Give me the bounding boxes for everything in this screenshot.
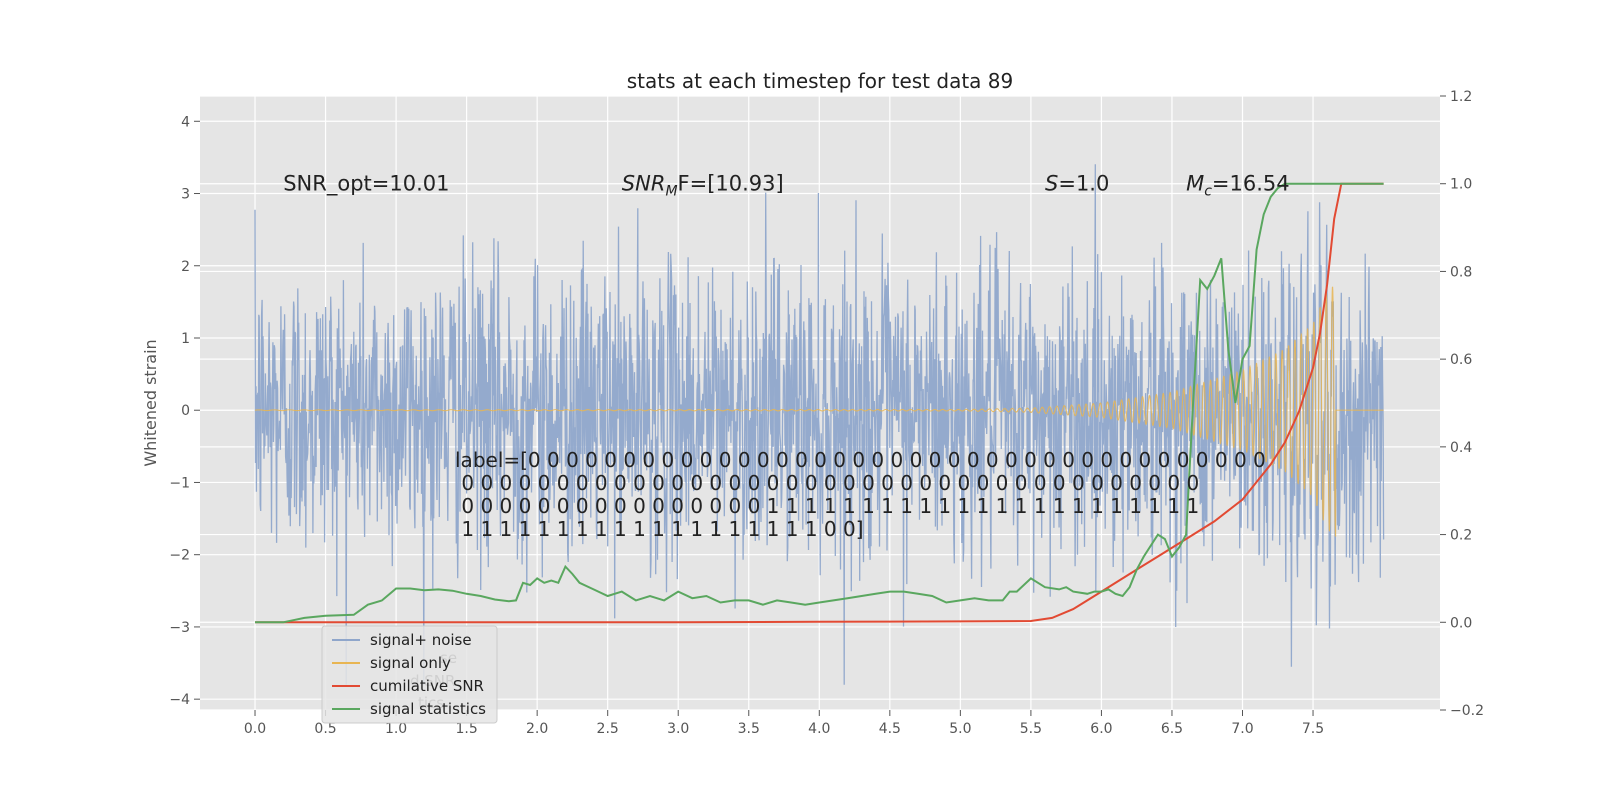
x-tick-label: 3.0: [667, 721, 689, 737]
x-axis: 0.0 0.5 1.0 1.5 2.0 2.5 3.0 3.5 4.0 4.5 5.0 5.5 6.0 6…: [244, 710, 1324, 737]
y2-tick-label: 0.6: [1450, 352, 1472, 368]
y2-tick-label: 0.2: [1450, 528, 1472, 544]
y2-tick-label: −0.2: [1450, 703, 1484, 719]
y-axis-label: Whitened strain: [141, 339, 160, 466]
x-tick-label: 0.0: [244, 721, 266, 737]
x-tick-label: 6.5: [1161, 721, 1183, 737]
series-signal-statistics: [255, 182, 1384, 624]
series-cumilative-snr: [255, 182, 1384, 624]
y-tick-label: 0: [181, 403, 190, 419]
y2-tick-label: 0.0: [1450, 615, 1472, 631]
y-tick-label: −1: [169, 475, 190, 491]
x-tick-label: 4.5: [879, 721, 901, 737]
legend-label: signal only: [370, 654, 451, 672]
label-line: 0 0 0 0 0 0 0 0 0 0 0 0 0 0 0 0 0 0 0 0 …: [455, 471, 1199, 495]
annotation-text: SNR_opt=10.01: [283, 172, 449, 197]
y-tick-label: −2: [169, 548, 190, 564]
x-tick-label: 0.5: [314, 721, 336, 737]
x-tick-label: 3.5: [738, 721, 760, 737]
legend-label: signal+ noise: [370, 631, 472, 649]
legend-ghost-text: se: [440, 649, 457, 667]
y-axis-left: −4 −3 −2 −1 0 1 2 3 4: [169, 114, 200, 708]
x-tick-label: 7.5: [1302, 721, 1324, 737]
x-tick-label: 2.5: [597, 721, 619, 737]
legend-ghost-text: tics: [418, 694, 444, 712]
y2-tick-label: 1.0: [1450, 177, 1472, 193]
label-line: 0 0 0 0 0 0 0 0 0 0 0 0 0 0 0 0 1 1 1 1 …: [455, 494, 1199, 518]
signal-only-line: [255, 286, 1384, 537]
y-axis-right: −0.2 0.0 0.2 0.4 0.6 0.8 1.0 1.2: [1440, 89, 1484, 719]
x-tick-label: 7.0: [1231, 721, 1253, 737]
y-tick-label: 4: [181, 114, 190, 130]
y-tick-label: −3: [169, 620, 190, 636]
y2-tick-label: 0.8: [1450, 264, 1472, 280]
y-tick-label: 2: [181, 259, 190, 275]
series-signal-only: [255, 286, 1384, 537]
y2-tick-label: 1.2: [1450, 89, 1472, 105]
signal-statistics-line: [255, 182, 1384, 624]
label-line: 1 1 1 1 1 1 1 1 1 1 1 1 1 1 1 1 1 1 1 0 …: [455, 517, 864, 541]
chart-title: stats at each timestep for test data 89: [627, 69, 1013, 93]
y-tick-label: 3: [181, 187, 190, 203]
x-tick-label: 5.0: [949, 721, 971, 737]
x-tick-label: 5.5: [1020, 721, 1042, 737]
cumilative-snr-line: [255, 182, 1384, 624]
x-tick-label: 1.5: [455, 721, 477, 737]
legend-box: [321, 625, 498, 724]
legend-label: cumilative SNR: [370, 677, 484, 695]
y-tick-label: −4: [169, 692, 190, 708]
annotation-text: Mc=16.54: [1186, 172, 1290, 200]
x-tick-label: 1.0: [385, 721, 407, 737]
annotations: SNR_opt=10.01 SNRMF=[10.93] S=1.0 Mc=16.54: [283, 172, 1289, 200]
x-tick-label: 4.0: [808, 721, 830, 737]
x-tick-label: 6.0: [1090, 721, 1112, 737]
legend-ghost-text: d SNR: [410, 672, 455, 690]
label-annotation: label=[0 0 0 0 0 0 0 0 0 0 0 0 0 0 0 0 0…: [455, 448, 1266, 541]
legend: se d SNR tics signal+ noise signal only cumil…: [321, 625, 498, 724]
label-line: label=[0 0 0 0 0 0 0 0 0 0 0 0 0 0 0 0 0…: [455, 448, 1266, 472]
y2-tick-label: 0.4: [1450, 440, 1472, 456]
x-tick-label: 2.0: [526, 721, 548, 737]
legend-label: signal statistics: [370, 700, 486, 718]
y-tick-label: 1: [181, 331, 190, 347]
annotation-text: S=1.0: [1045, 172, 1109, 196]
annotation-text: SNRMF=[10.93]: [622, 172, 784, 200]
